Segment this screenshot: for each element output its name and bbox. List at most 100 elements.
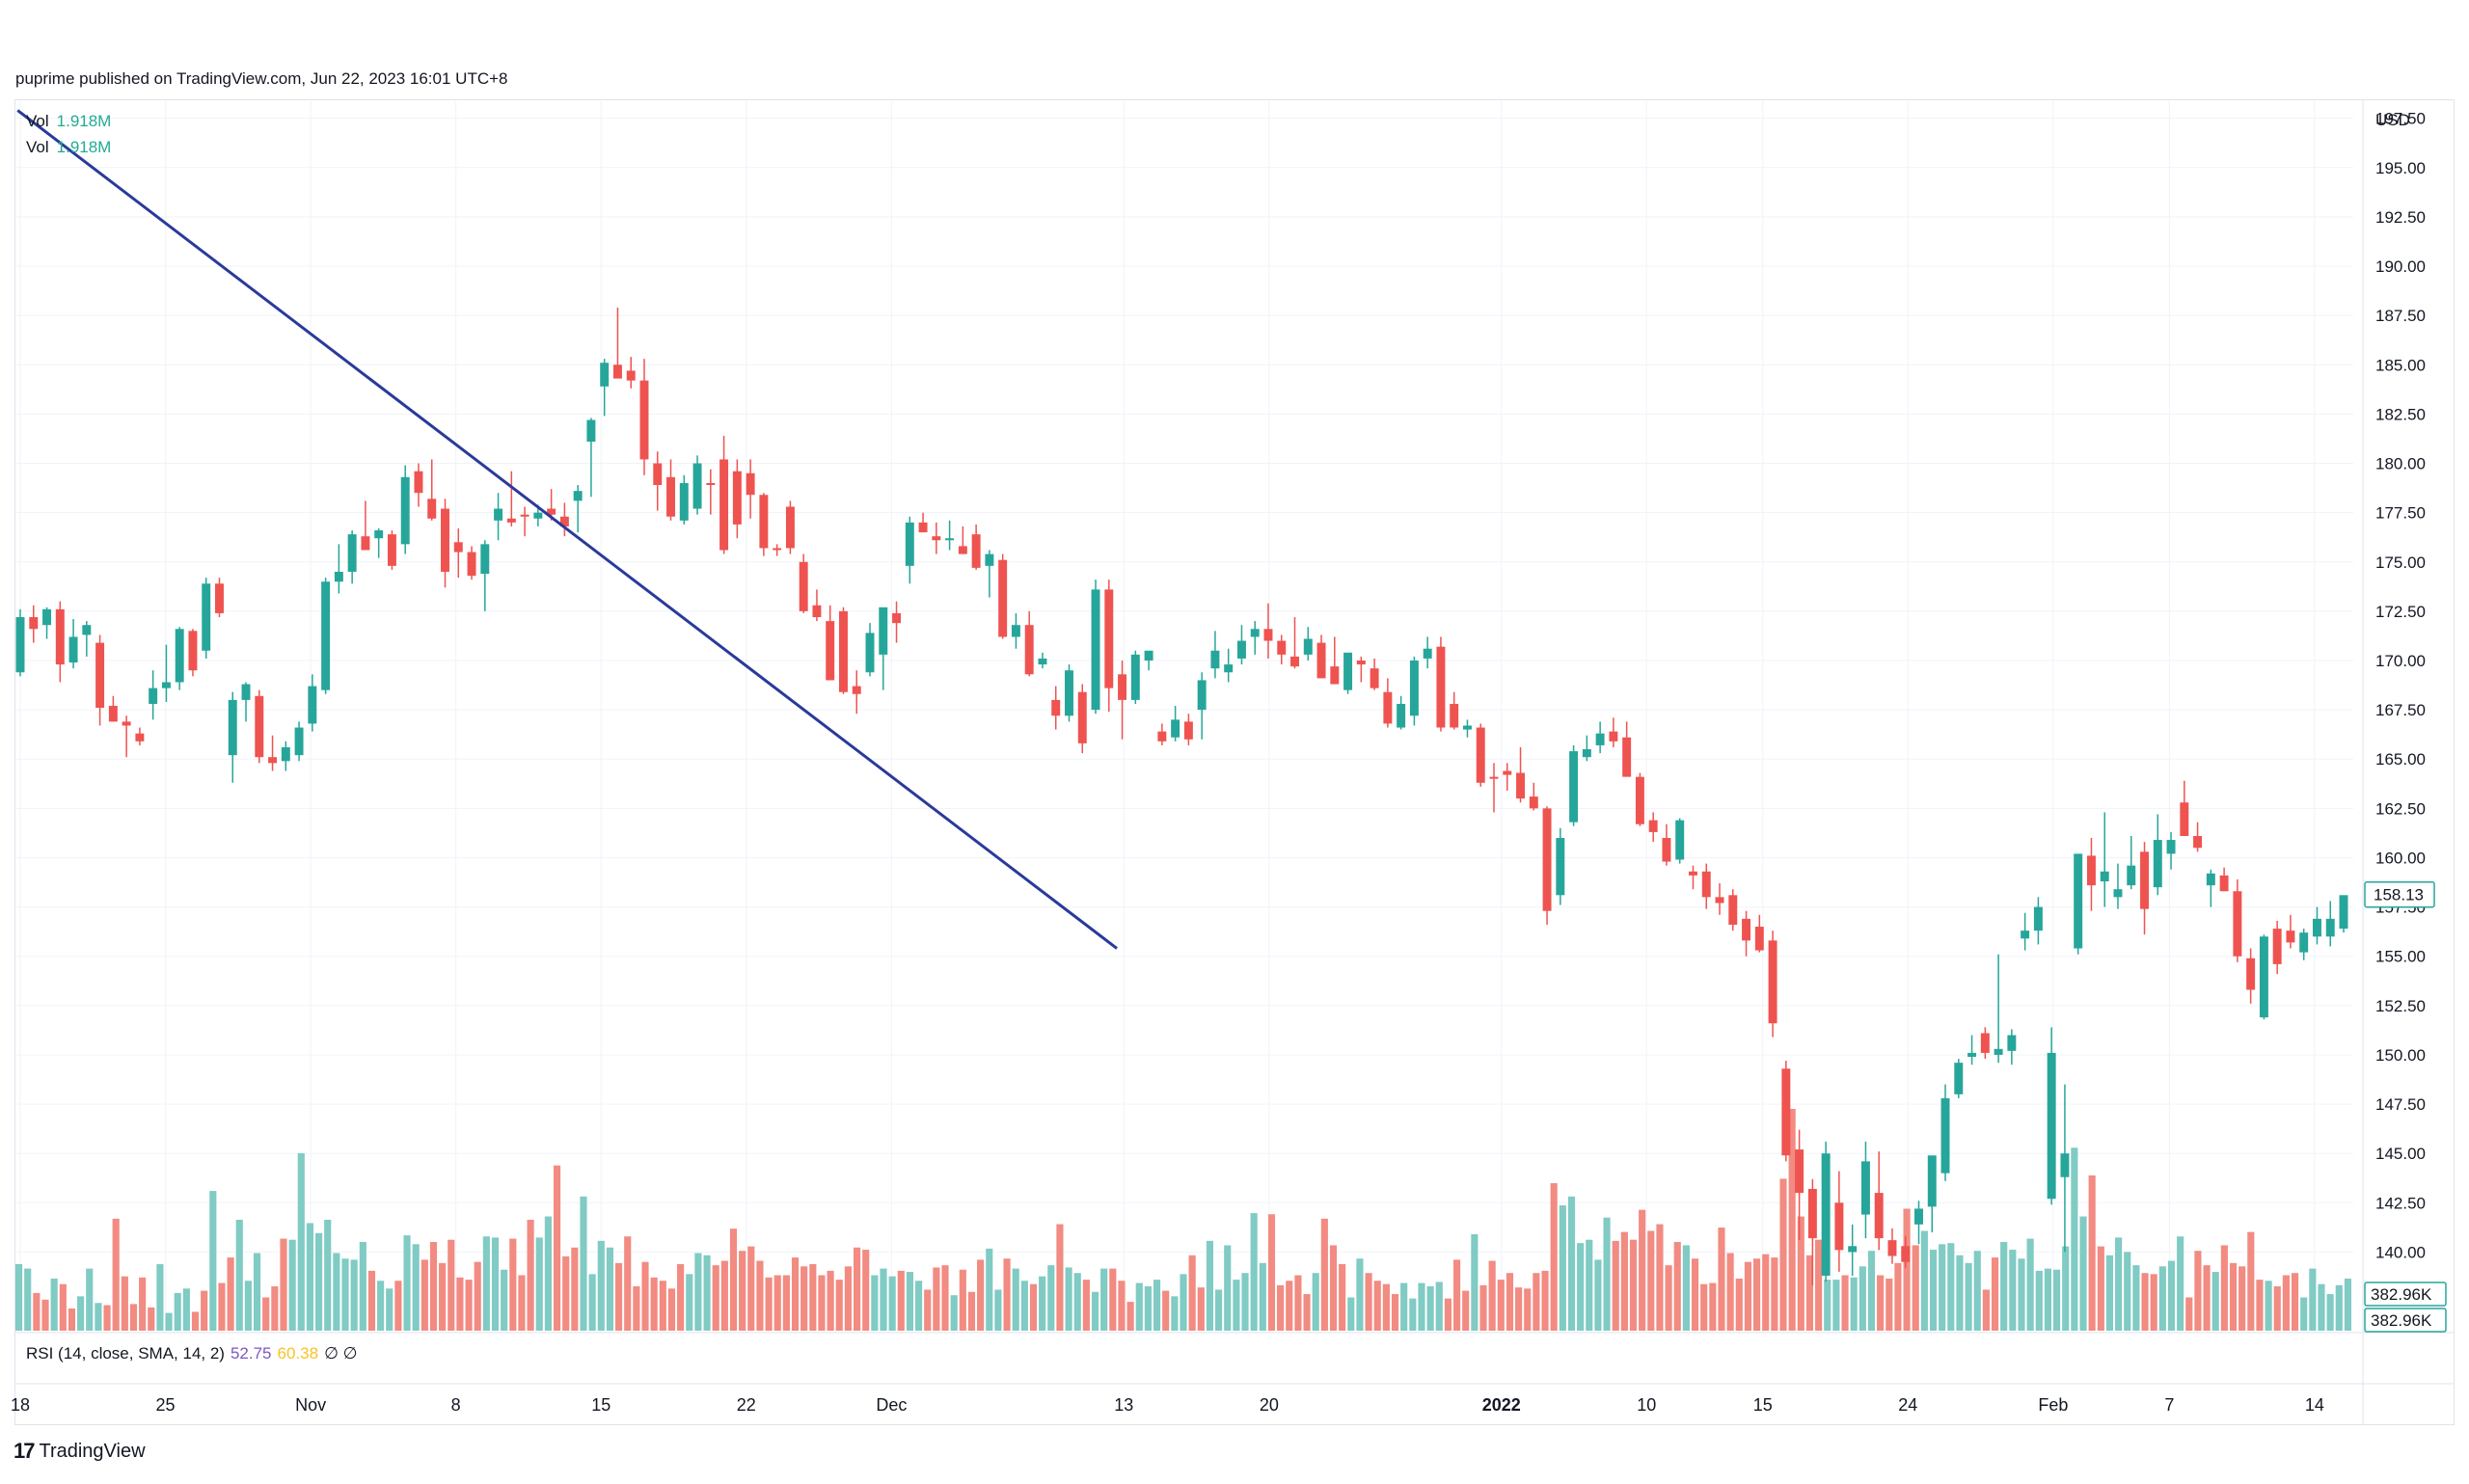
volume-bar <box>15 1264 23 1331</box>
candle-body <box>228 699 237 756</box>
time-tick-label: 22 <box>737 1395 756 1415</box>
volume-bar <box>1982 1289 1990 1331</box>
volume-bar <box>1639 1209 1646 1331</box>
candle-body <box>932 536 941 541</box>
candle-body <box>95 642 105 709</box>
volume-bar <box>288 1239 296 1331</box>
candle-body <box>400 476 410 545</box>
volume-bar <box>1603 1217 1611 1331</box>
candle-body <box>1635 776 1644 824</box>
candle-body <box>1263 629 1273 641</box>
volume-bar <box>191 1311 200 1331</box>
candle-body <box>839 610 848 692</box>
candle-body <box>1356 660 1366 665</box>
volume-bar <box>112 1218 120 1331</box>
candle-body <box>108 706 118 722</box>
volume-bar <box>765 1277 773 1331</box>
candle-body <box>1860 1161 1870 1215</box>
rsi-legend[interactable]: RSI (14, close, SMA, 14, 2) 52.75 60.38 ∅ ∅ <box>26 1344 357 1363</box>
candle-body <box>826 621 835 681</box>
candle-body <box>559 516 569 526</box>
volume-bar <box>2177 1236 2184 1331</box>
candle-body <box>268 757 278 764</box>
volume-bar <box>580 1196 587 1331</box>
candle-body <box>1489 776 1499 779</box>
volume-bar <box>1153 1280 1161 1331</box>
volume-bar <box>791 1257 800 1331</box>
volume-bar <box>1824 1280 1831 1331</box>
volume-legend-2[interactable]: Vol 1.918M <box>26 138 111 157</box>
tradingview-brand: TradingView <box>39 1440 146 1462</box>
volume-bar <box>1673 1242 1681 1331</box>
candle-body <box>334 571 343 582</box>
price-tick-label: 145.00 <box>2375 1145 2426 1163</box>
volume-bar <box>1832 1280 1840 1331</box>
volume-bar <box>2115 1237 2123 1331</box>
volume-bar <box>2309 1268 2317 1331</box>
time-tick-label: 15 <box>591 1395 610 1415</box>
volume-bar <box>33 1292 41 1331</box>
volume-bar <box>2158 1266 2166 1331</box>
candle-body <box>1648 820 1658 832</box>
volume-bar <box>253 1253 261 1331</box>
candle-body <box>879 607 888 655</box>
volume-legend-1[interactable]: Vol 1.918M <box>26 112 111 131</box>
time-tick-label: Nov <box>295 1395 326 1415</box>
volume-bar <box>148 1307 155 1331</box>
volume-bar <box>2291 1273 2299 1331</box>
volume-bar <box>1065 1267 1072 1331</box>
price-tick-label: 155.00 <box>2375 948 2426 966</box>
candle-body <box>506 518 516 523</box>
candle-body <box>2259 936 2268 1018</box>
price-tick-label: 175.00 <box>2375 553 2426 572</box>
price-tick-label: 140.00 <box>2375 1243 2426 1261</box>
volume-bar <box>686 1274 693 1331</box>
time-tick-label: 7 <box>2164 1395 2174 1415</box>
last-price-tag <box>2364 880 2435 908</box>
volume-bar <box>1744 1261 1751 1331</box>
volume-tag-value: 382.96K <box>2371 1285 2432 1304</box>
volume-bar <box>1559 1205 1566 1331</box>
volume-bar <box>606 1247 614 1331</box>
candle-body <box>2033 906 2043 931</box>
candle-body <box>321 581 331 690</box>
rsi-value-3: ∅ ∅ <box>324 1344 358 1363</box>
candle-body <box>2206 873 2215 886</box>
time-tick-label: Feb <box>2038 1395 2068 1415</box>
volume-bar <box>1567 1196 1576 1331</box>
tradingview-footer[interactable]: 17 TradingView <box>14 1439 146 1464</box>
volume-bar <box>2211 1272 2219 1331</box>
currency-label[interactable]: USD <box>2375 111 2410 129</box>
volume-bar <box>429 1242 438 1331</box>
volume-bar <box>747 1246 755 1331</box>
volume-bar <box>1197 1287 1205 1331</box>
volume-bar <box>959 1269 966 1331</box>
volume-bar <box>1233 1280 1240 1331</box>
volume-bar <box>720 1260 728 1331</box>
volume-bar <box>1877 1275 1885 1331</box>
volume-bar <box>227 1257 234 1331</box>
volume-bar <box>2124 1252 2131 1331</box>
candle-body <box>29 617 39 630</box>
time-tick-label: 13 <box>1114 1395 1133 1415</box>
candle-body <box>1768 940 1777 1024</box>
volume-bar <box>739 1251 746 1331</box>
volume-bar <box>174 1292 181 1331</box>
volume-bar <box>1850 1277 1858 1331</box>
volume-bar <box>2026 1238 2034 1331</box>
candle-body <box>175 629 184 683</box>
candle-body <box>2299 932 2309 953</box>
candle-body <box>1383 691 1393 724</box>
volume-bar <box>1259 1262 1266 1331</box>
volume-bar <box>2318 1283 2325 1331</box>
volume-bar <box>1047 1265 1055 1331</box>
candle-body <box>1104 589 1114 688</box>
candle-body <box>1290 656 1299 667</box>
volume-bar <box>1267 1214 1276 1331</box>
candle-body <box>215 583 224 613</box>
candle-body <box>586 419 596 443</box>
volume-bar <box>1188 1255 1196 1331</box>
volume-bar <box>465 1280 473 1331</box>
volume-bar <box>2300 1297 2308 1331</box>
